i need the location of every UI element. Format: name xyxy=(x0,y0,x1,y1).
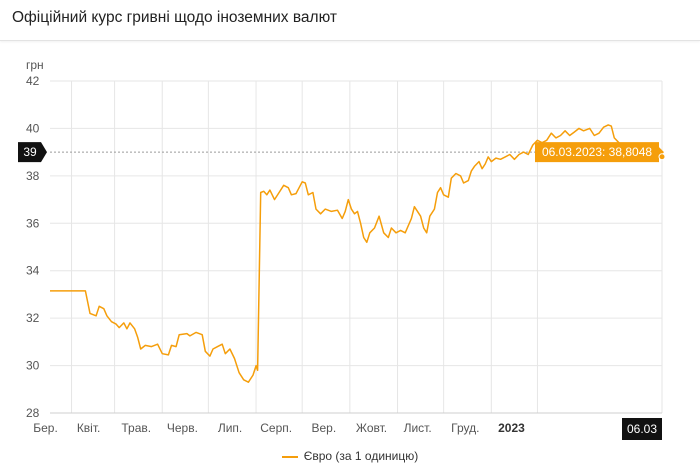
x-tick-label: Вер. xyxy=(312,421,337,435)
y-tick-label: 28 xyxy=(26,406,40,420)
x-tick-label: Черв. xyxy=(167,421,198,435)
series-line-euro[interactable] xyxy=(50,124,663,383)
legend-swatch xyxy=(281,455,298,458)
chart-legend[interactable]: Євро (за 1 одиницю) xyxy=(0,449,700,463)
y-axis-label: грн xyxy=(26,58,44,72)
x-tick-label: 2023 xyxy=(498,421,525,435)
y-tick-label: 32 xyxy=(26,311,40,325)
tooltip: 06.03.2023: 38,8048 xyxy=(535,142,664,163)
x-tick-label: Бер. xyxy=(33,421,58,435)
x-tick-label: Серп. xyxy=(260,421,292,435)
x-axis-ticks: Бер. Квіт. Трав. Черв. Лип. Серп. Вер. Жовт. Лис… xyxy=(33,421,525,435)
y-tick-label: 38 xyxy=(26,169,40,183)
x-tick-label: Лип. xyxy=(218,421,242,435)
y-tick-label: 36 xyxy=(26,216,40,230)
x-tick-label: Жовт. xyxy=(356,421,387,435)
y-axis-ticks: 28 30 32 34 36 38 40 42 xyxy=(26,74,40,420)
y-tick-label: 34 xyxy=(26,264,40,278)
header-bar: Офіційний курс гривні щодо іноземних вал… xyxy=(0,0,700,41)
chart-grid xyxy=(50,80,663,414)
x-tick-label: Лист. xyxy=(404,421,432,435)
x-tick-label: Квіт. xyxy=(77,421,101,435)
y-crosshair-badge: 39 xyxy=(18,142,47,163)
page-title: Офіційний курс гривні щодо іноземних вал… xyxy=(12,9,337,26)
legend-label: Євро (за 1 одиницю) xyxy=(303,449,419,463)
tooltip-text: 06.03.2023: 38,8048 xyxy=(542,145,652,159)
y-tick-label: 30 xyxy=(26,359,40,373)
x-tick-label: Трав. xyxy=(121,421,151,435)
x-crosshair-value: 06.03 xyxy=(627,422,657,436)
hover-point xyxy=(658,153,666,161)
x-crosshair-badge: 06.03 xyxy=(622,418,662,440)
y-tick-label: 42 xyxy=(26,74,40,88)
y-tick-label: 40 xyxy=(26,121,40,135)
y-crosshair-value: 39 xyxy=(23,145,37,159)
x-tick-label: Груд. xyxy=(451,421,479,435)
